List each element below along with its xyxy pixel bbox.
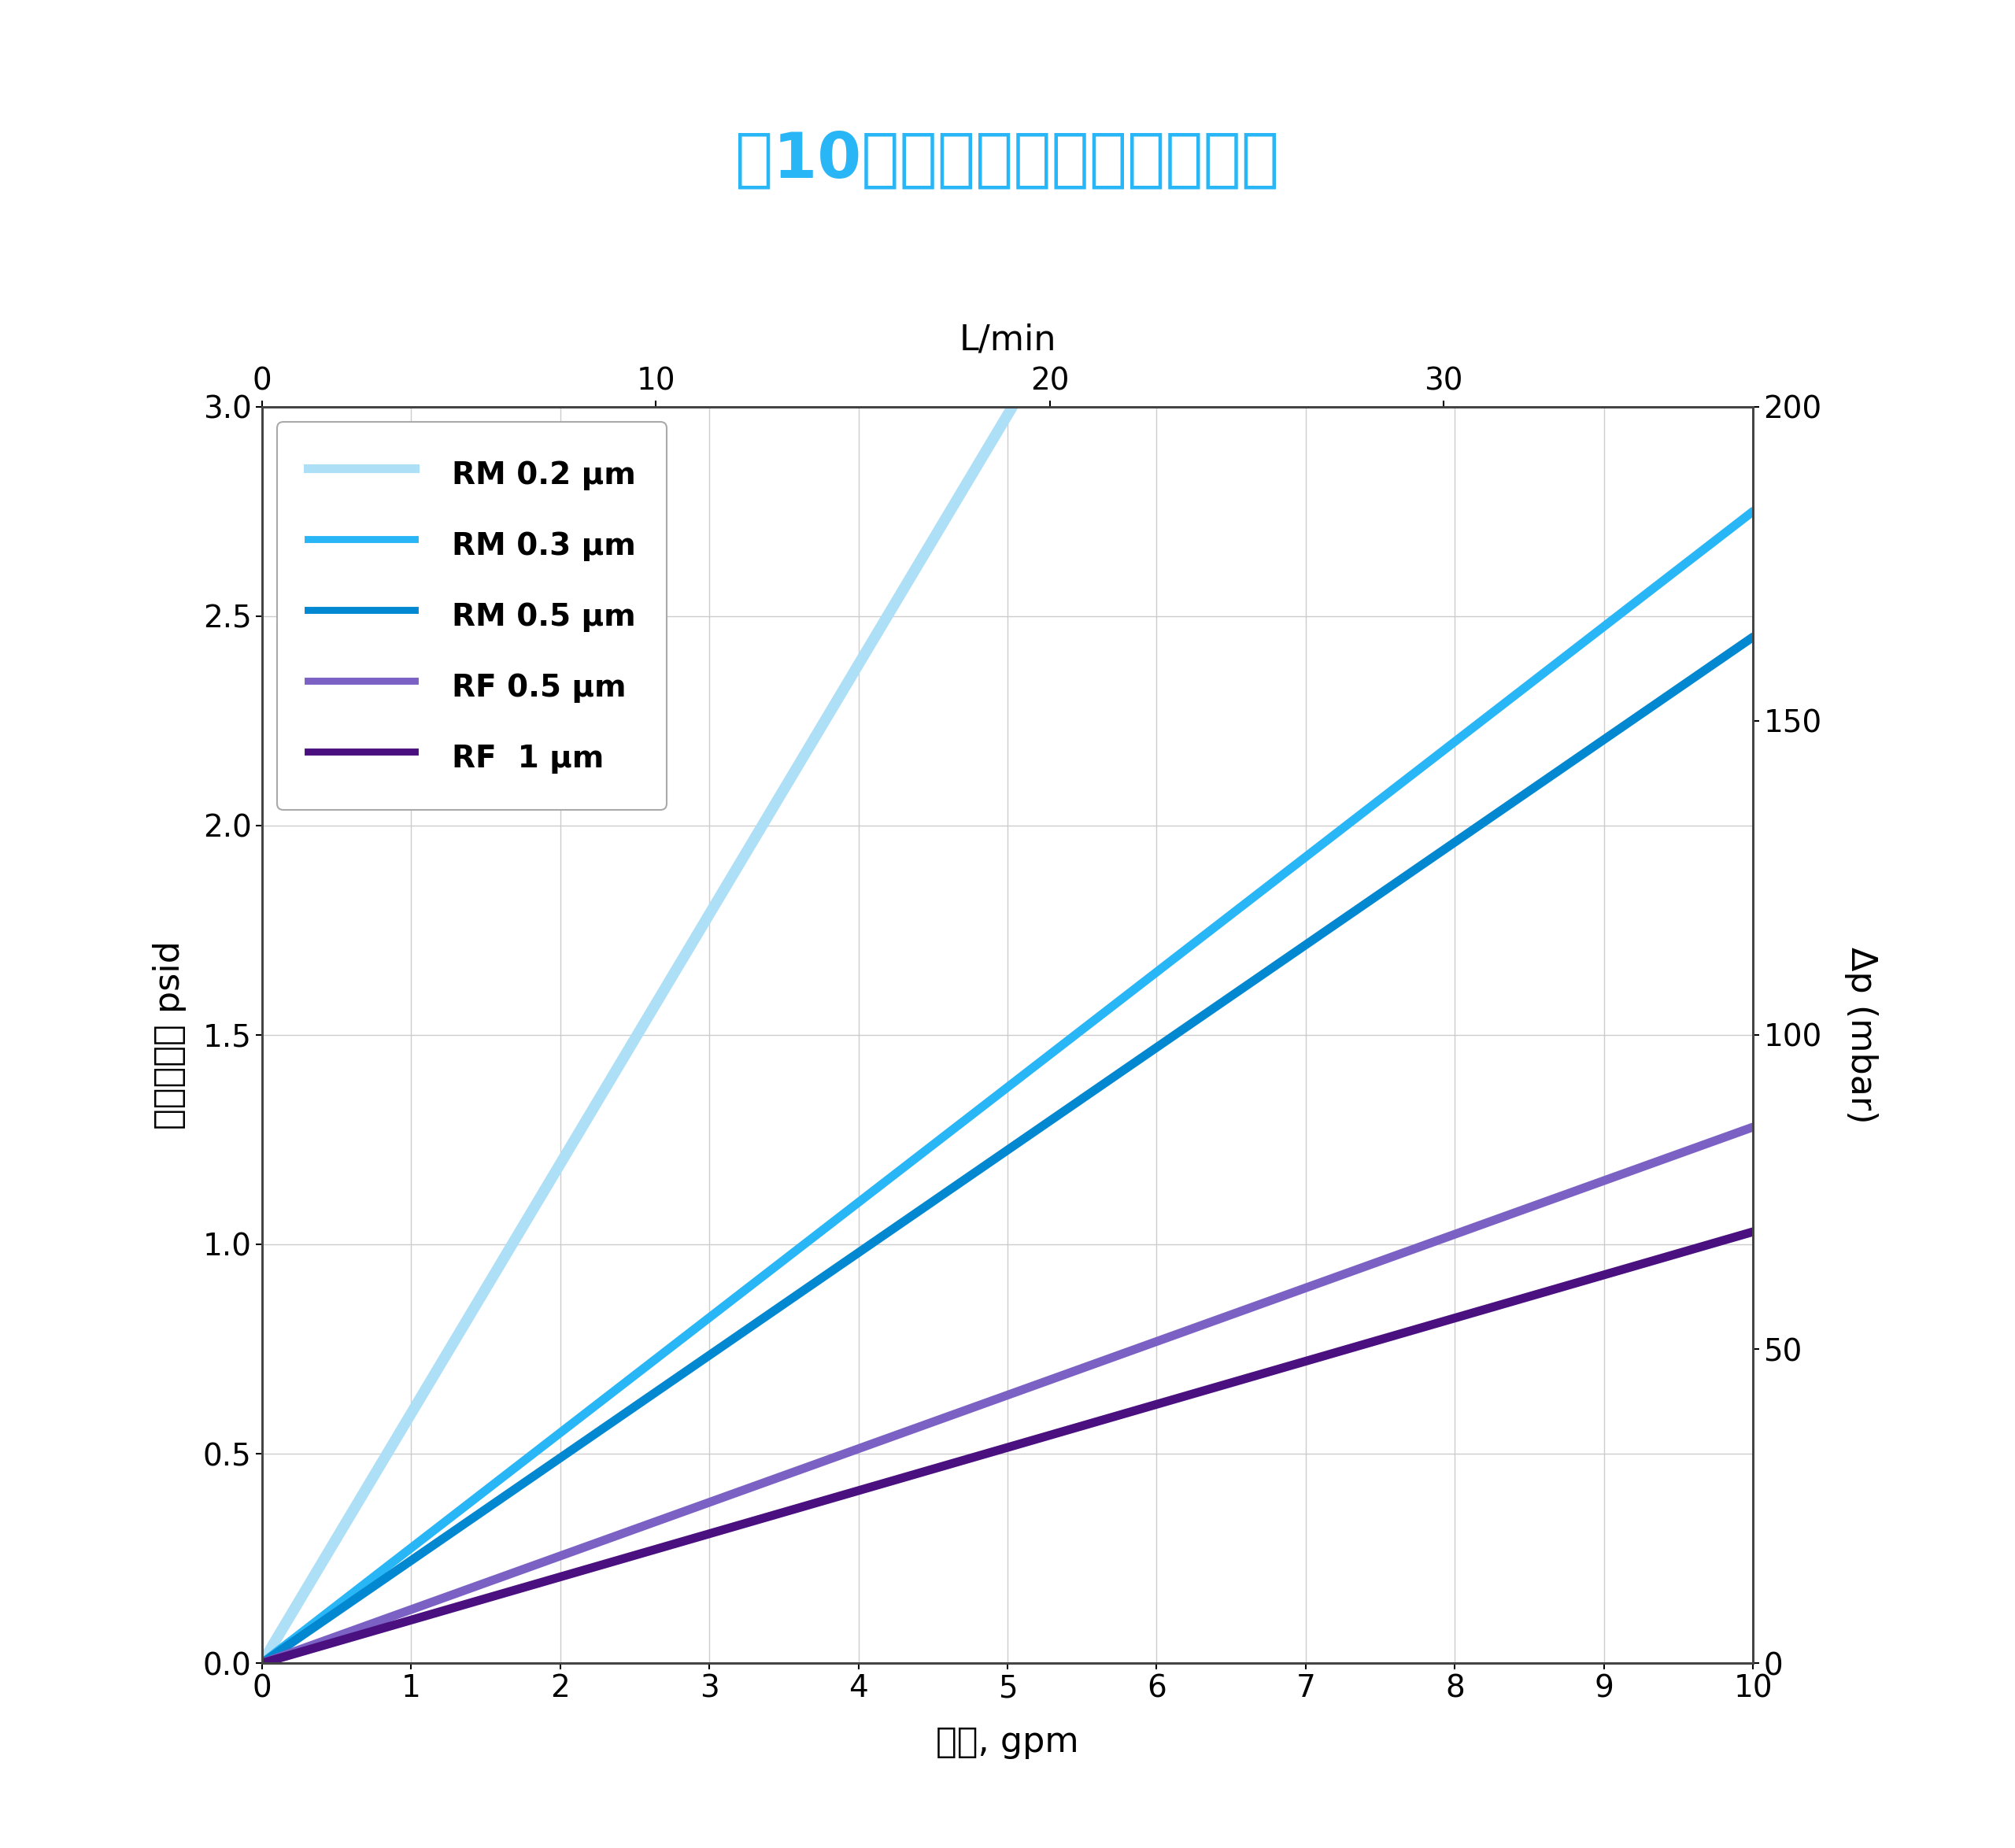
RF 0.5 μm [1473, 1212, 1497, 1234]
Line: RF 0.5 μm: RF 0.5 μm [262, 1127, 1753, 1663]
RF  1 μm [1473, 1299, 1497, 1321]
RM 0.3 μm [1705, 529, 1729, 551]
Line: RF  1 μm: RF 1 μm [262, 1233, 1753, 1663]
RM 0.2 μm [250, 1652, 274, 1674]
RM 0.2 μm [967, 451, 991, 473]
RM 0.3 μm [1056, 1029, 1080, 1052]
RF  1 μm [250, 1652, 274, 1674]
RM 0.5 μm [1705, 650, 1729, 673]
Line: RM 0.3 μm: RM 0.3 μm [262, 512, 1753, 1663]
RF  1 μm [967, 1445, 991, 1467]
RF 0.5 μm [1705, 1129, 1729, 1151]
RM 0.3 μm [957, 1105, 981, 1127]
RF 0.5 μm [1136, 1332, 1161, 1355]
RM 0.5 μm [1741, 626, 1765, 649]
RM 0.5 μm [1136, 1040, 1161, 1063]
RM 0.3 μm [250, 1652, 274, 1674]
RF  1 μm [1056, 1419, 1080, 1441]
X-axis label: 流速, gpm: 流速, gpm [937, 1726, 1078, 1759]
RF 0.5 μm [1056, 1362, 1080, 1384]
RF  1 μm [1136, 1395, 1161, 1417]
RM 0.5 μm [957, 1164, 981, 1186]
RM 0.5 μm [250, 1652, 274, 1674]
RM 0.5 μm [1473, 811, 1497, 833]
RM 0.5 μm [967, 1159, 991, 1181]
RM 0.3 μm [967, 1098, 991, 1120]
RM 0.2 μm [957, 466, 981, 488]
RF 0.5 μm [1741, 1116, 1765, 1138]
Line: RM 0.5 μm: RM 0.5 μm [262, 638, 1753, 1663]
Legend: RM 0.2 μm, RM 0.3 μm, RM 0.5 μm, RF 0.5 μm, RF  1 μm: RM 0.2 μm, RM 0.3 μm, RM 0.5 μm, RF 0.5 … [278, 421, 667, 809]
RF 0.5 μm [957, 1397, 981, 1419]
RM 0.5 μm [1056, 1098, 1080, 1120]
RF  1 μm [1741, 1222, 1765, 1244]
RF  1 μm [1705, 1231, 1729, 1253]
RM 0.3 μm [1136, 967, 1161, 989]
RM 0.2 μm [1056, 301, 1080, 323]
RM 0.3 μm [1741, 501, 1765, 523]
Y-axis label: 初始差压， psid: 初始差压， psid [153, 941, 185, 1129]
RF 0.5 μm [967, 1393, 991, 1416]
Y-axis label: Δp (mbar): Δp (mbar) [1844, 946, 1878, 1124]
RM 0.3 μm [1473, 708, 1497, 730]
Line: RM 0.2 μm: RM 0.2 μm [262, 0, 1753, 1663]
RF  1 μm [957, 1447, 981, 1469]
RF 0.5 μm [250, 1652, 274, 1674]
X-axis label: L/min: L/min [959, 323, 1056, 357]
RM 0.2 μm [1136, 166, 1161, 188]
Text: 每10英寸滤芯的典型水流速度: 每10英寸滤芯的典型水流速度 [735, 129, 1280, 190]
